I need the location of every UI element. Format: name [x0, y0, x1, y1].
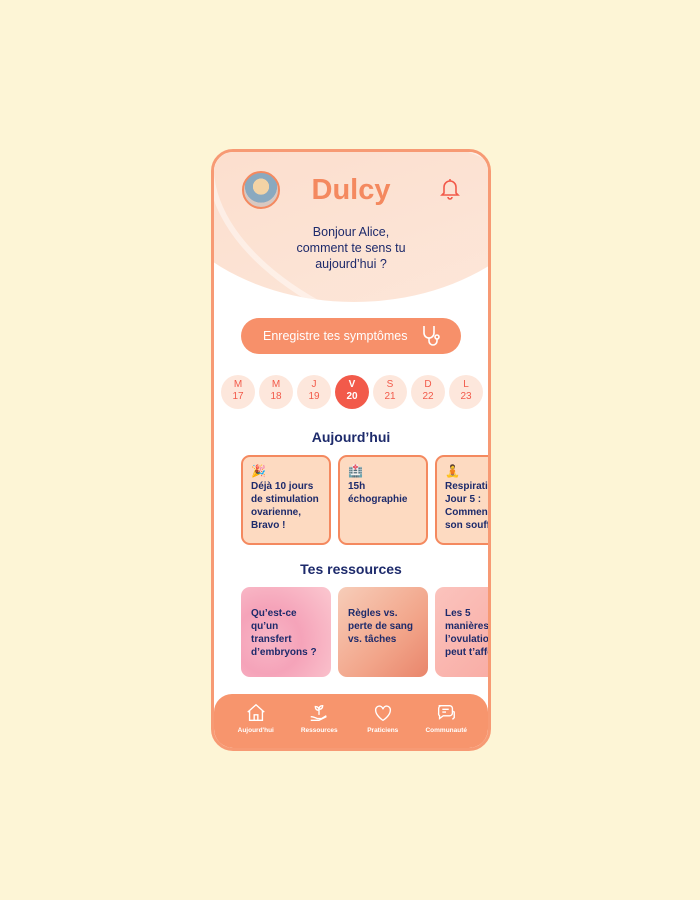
nav-home[interactable]: Aujourd'hui	[226, 694, 286, 748]
day-19[interactable]: J 19	[297, 375, 331, 409]
resources-heading: Tes ressources	[300, 561, 402, 577]
day-number: 19	[308, 391, 320, 402]
resource-card[interactable]: Règles vs. perte de sang vs. tâches	[338, 587, 428, 677]
day-number: 18	[270, 391, 282, 402]
greeting-line: Bonjour Alice,	[312, 225, 390, 239]
today-card-text: 15h échographie	[348, 481, 408, 505]
resource-card[interactable]: Les 5 manières dont l’ovulation peut t’a…	[435, 587, 491, 677]
day-letter: M	[233, 379, 243, 390]
resource-card[interactable]: Qu’est-ce qu’un transfert d’embryons ?	[241, 587, 331, 677]
day-number: 20	[346, 391, 358, 402]
day-number: 21	[384, 391, 396, 402]
resource-card-text: Qu’est-ce qu’un transfert d’embryons ?	[251, 608, 317, 658]
nav-label: Praticiens	[367, 727, 399, 734]
nav-label: Communauté	[425, 727, 468, 734]
day-17[interactable]: M 17	[221, 375, 255, 409]
day-23[interactable]: L 23	[449, 375, 483, 409]
today-card[interactable]: 🏥 15h échographie	[338, 455, 428, 545]
today-card[interactable]: 🎉 Déjà 10 jours de stimulation ovarienne,…	[241, 455, 331, 545]
heart-icon	[374, 705, 391, 722]
app-logo: Dulcy	[311, 174, 391, 206]
avatar[interactable]	[242, 171, 280, 209]
nav-heart[interactable]: Praticiens	[353, 694, 413, 748]
record-symptoms-label: Enregistre tes symptômes	[263, 329, 408, 343]
greeting-line: aujourd’hui ?	[315, 257, 387, 271]
chat-icon	[438, 704, 456, 720]
record-symptoms-button[interactable]: Enregistre tes symptômes	[241, 318, 461, 354]
resource-cards: Qu’est-ce qu’un transfert d’embryons ? Rè…	[241, 587, 491, 677]
day-letter: S	[386, 379, 394, 390]
phone-screen: Dulcy Bonjour Alice, comment te sens tu …	[211, 149, 491, 751]
resource-card-text: Règles vs. perte de sang vs. tâches	[348, 608, 414, 645]
emoji-icon: 🏥	[348, 464, 363, 478]
plant-hand-icon	[310, 704, 327, 722]
day-number: 23	[460, 391, 472, 402]
resource-card-text: Les 5 manières dont l’ovulation peut t’a…	[445, 608, 491, 658]
day-letter: J	[311, 379, 317, 390]
nav-label: Aujourd'hui	[237, 727, 274, 734]
day-number: 17	[232, 391, 244, 402]
day-number: 22	[422, 391, 434, 402]
home-icon	[247, 703, 265, 722]
nav-plant-hand[interactable]: Ressources	[289, 694, 349, 748]
nav-chat[interactable]: Communauté	[416, 694, 476, 748]
today-card-text: Respiration Jour 5 : Commencer son souff…	[445, 481, 490, 531]
date-strip: M 17 M 18 J 19 V 20 S 21 D 22 L 23	[221, 375, 483, 409]
emoji-icon: 🎉	[251, 464, 266, 478]
bell-icon[interactable]	[440, 178, 460, 205]
greeting-line: comment te sens tu	[296, 241, 406, 255]
day-letter: L	[463, 379, 469, 390]
day-21[interactable]: S 21	[373, 375, 407, 409]
today-card[interactable]: 🧘 Respiration Jour 5 : Commencer son souf…	[435, 455, 490, 545]
today-heading: Aujourd’hui	[311, 429, 391, 445]
day-letter: D	[424, 379, 432, 390]
today-card-text: Déjà 10 jours de stimulation ovarienne, …	[251, 481, 319, 531]
greeting: Bonjour Alice, comment te sens tu aujour…	[214, 224, 488, 272]
emoji-icon: 🧘	[445, 464, 460, 478]
day-22[interactable]: D 22	[411, 375, 445, 409]
day-letter: V	[348, 379, 356, 390]
nav-label: Ressources	[300, 727, 338, 734]
day-letter: M	[271, 379, 281, 390]
today-cards: 🎉 Déjà 10 jours de stimulation ovarienne,…	[241, 455, 490, 545]
day-20[interactable]: V 20	[335, 375, 369, 409]
day-18[interactable]: M 18	[259, 375, 293, 409]
stethoscope-icon	[423, 326, 440, 346]
bottom-nav: Aujourd'hui Ressources Praticiens Communaut…	[214, 694, 488, 748]
